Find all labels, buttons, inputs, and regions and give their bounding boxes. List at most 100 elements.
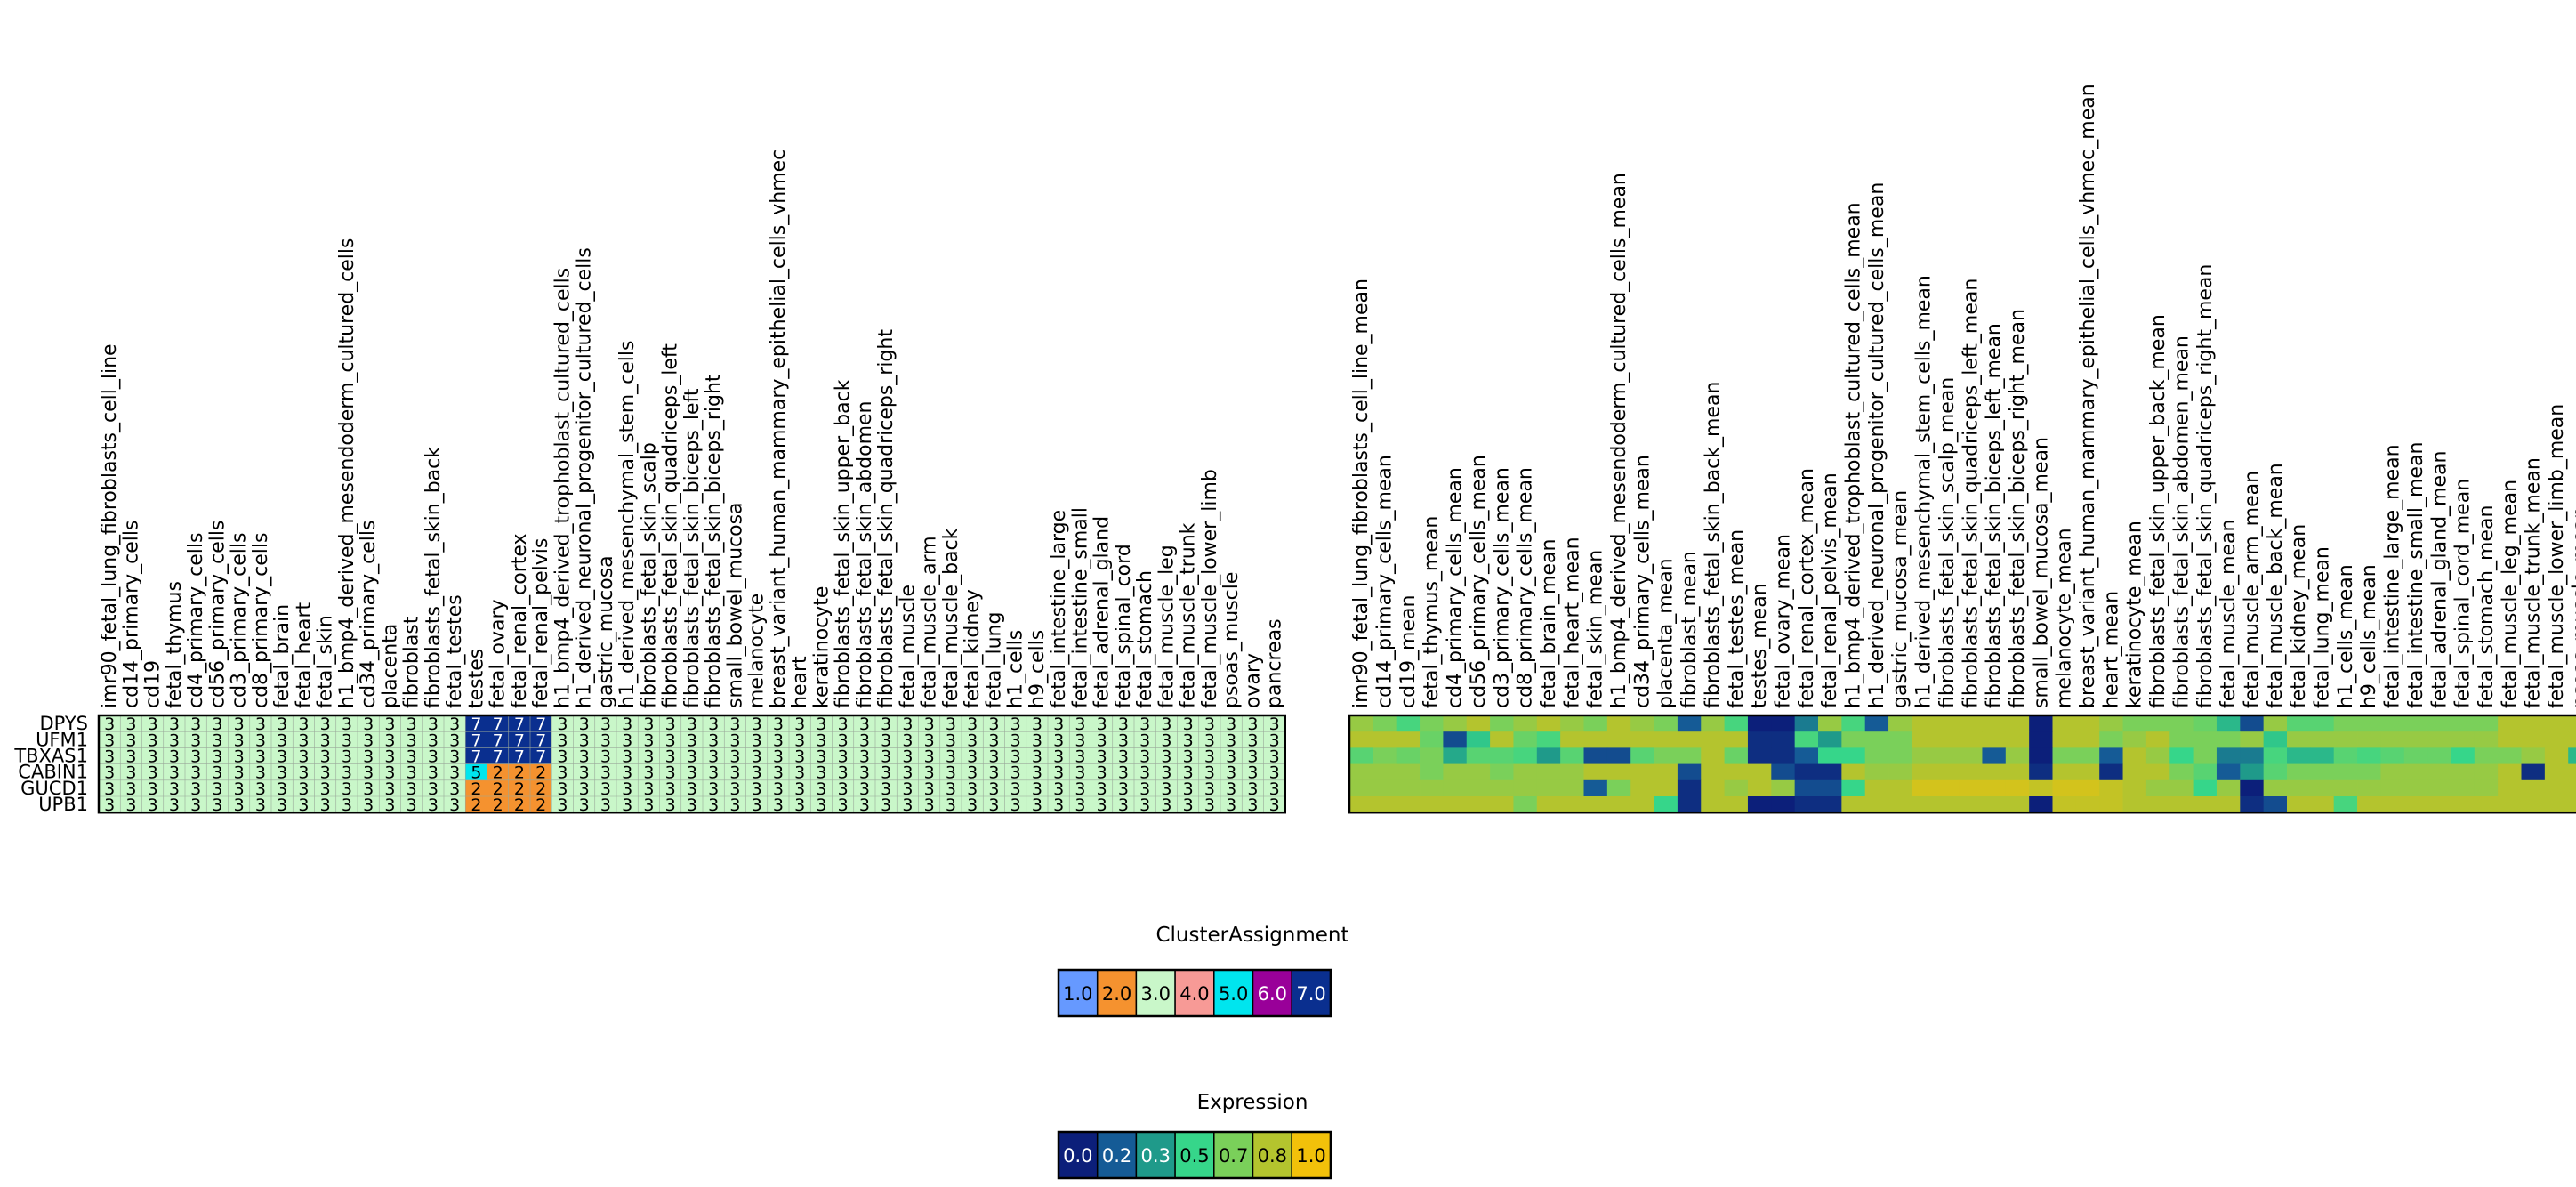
cell-value-label: 3 [298,795,309,815]
heatmap-cell [1864,715,1889,732]
heatmap-cell [1048,747,1070,764]
heatmap-cell [832,796,855,813]
heatmap-cell [962,747,984,764]
legend-swatch-label: 0.0 [1063,1145,1092,1167]
cell-value-label: 3 [1161,763,1171,783]
cell-value-label: 3 [1247,747,1258,767]
cell-value-label: 3 [579,795,590,815]
heatmap-cell [444,747,466,764]
heatmap-cell [530,796,552,813]
heatmap-cell [853,763,876,781]
heatmap-cell [422,796,445,813]
heatmap-cell [2380,763,2405,781]
heatmap-cell [1888,731,1912,748]
heatmap-cell [2403,779,2428,797]
cell-value-label: 3 [708,779,719,799]
heatmap-cell [767,779,790,797]
heatmap-cell [1513,763,1538,781]
heatmap-cell [1466,779,1491,797]
cell-value-label: 3 [557,779,568,799]
heatmap-cell [1560,796,1584,813]
heatmap-cell [2169,796,2194,813]
heatmap-cell [1747,731,1772,748]
heatmap-cell [1747,796,1772,813]
cell-value-label: 3 [687,731,697,750]
heatmap-cell [2521,779,2546,797]
heatmap-cell [508,796,531,813]
heatmap-cell [2568,715,2576,732]
cell-value-label: 3 [1269,715,1280,734]
heatmap-cell [1220,779,1243,797]
cell-value-label: 3 [600,795,611,815]
column-label: fibroblasts_fetal_skin_abdomen_mean [2170,335,2193,708]
heatmap-cell [1396,796,1421,813]
heatmap-cell [789,747,811,764]
heatmap-cell [1747,747,1772,764]
column-label: small_bowel_mucosa_mean [2030,437,2052,708]
column-label: h1_cells [1005,630,1027,708]
cell-value-label: 3 [1161,747,1171,767]
heatmap-cell [1606,715,1631,732]
cell-value-label: 7 [535,731,546,750]
column-label: fetal_muscle_mean [2218,520,2240,708]
heatmap-cell [1606,763,1631,781]
heatmap-cell [962,796,984,813]
heatmap-cell [1841,796,1866,813]
heatmap-cell [680,779,704,797]
heatmap-cell [616,796,639,813]
cell-value-label: 3 [902,731,913,750]
column-label: psoas_muscle_mean [2569,506,2576,708]
heatmap-cell [2099,763,2123,781]
heatmap-cell [487,763,510,781]
cell-value-label: 3 [212,747,222,767]
cell-value-label: 3 [1139,763,1150,783]
cell-value-label: 3 [902,763,913,783]
heatmap-cell [2193,779,2218,797]
heatmap-cell [1349,763,1373,781]
cell-value-label: 3 [1247,763,1258,783]
column-label: fetal_muscle_arm_mean [2241,471,2263,708]
cell-value-label: 3 [946,795,956,815]
heatmap-cell [2240,715,2265,732]
heatmap-cell [2169,763,2194,781]
cell-value-label: 3 [1010,715,1021,734]
cell-value-label: 3 [1269,795,1280,815]
heatmap-cell [703,763,725,781]
cell-value-label: 3 [1010,731,1021,750]
heatmap-cell [1583,779,1608,797]
heatmap-cell [1220,747,1243,764]
cell-value-label: 7 [471,731,481,750]
cell-value-label: 3 [277,715,287,734]
cell-value-label: 3 [363,715,374,734]
heatmap-cell [1724,796,1749,813]
heatmap-cell [1004,715,1027,732]
heatmap-cell [2005,715,2030,732]
heatmap-cell [2052,779,2077,797]
heatmap-cell [2122,731,2147,748]
heatmap-cell [400,763,423,781]
heatmap-cell [1263,763,1286,781]
cell-value-label: 3 [1032,779,1042,799]
heatmap-cell [1513,779,1538,797]
heatmap-cell [249,779,272,797]
heatmap-cell [1794,731,1819,748]
column-label: cd4_primary_cells [185,533,207,708]
cell-value-label: 3 [125,779,136,799]
heatmap-cell [918,763,941,781]
heatmap-cell [1771,779,1796,797]
heatmap-cell [271,715,294,732]
cell-value-label: 3 [148,747,158,767]
heatmap-cell [1771,796,1796,813]
heatmap-cell [1349,779,1373,797]
heatmap-cell [767,763,790,781]
cell-value-label: 3 [212,731,222,750]
heatmap-cell [1982,763,2007,781]
cell-value-label: 3 [1118,795,1129,815]
heatmap-cell [680,763,704,781]
heatmap-cell [897,747,919,764]
cell-value-label: 3 [449,763,460,783]
heatmap-cell [680,715,704,732]
heatmap-cell [2333,747,2358,764]
column-label: small_bowel_mucosa [724,502,746,708]
heatmap-cell [1560,715,1584,732]
